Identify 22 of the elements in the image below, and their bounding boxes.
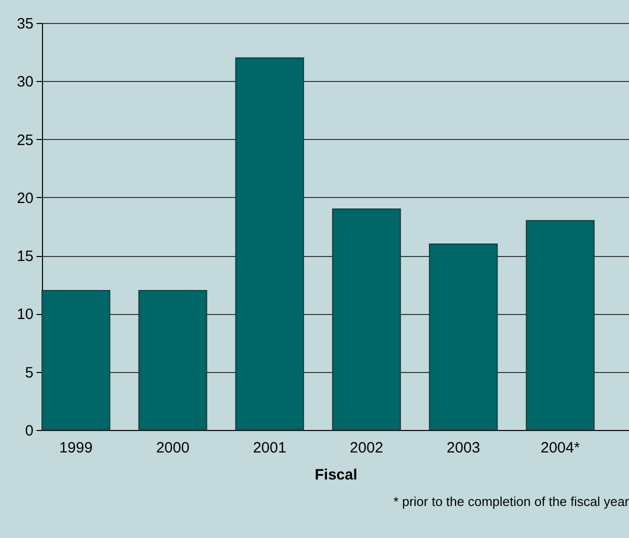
bar [235,57,304,430]
bar [526,220,595,430]
x-tick-label: 2003 [446,440,480,456]
x-tick-label: 1999 [59,440,93,456]
x-tick-label: 2004* [540,440,580,456]
y-tick-label: 30 [16,74,34,91]
bar [428,243,498,430]
y-tick-label: 10 [16,306,34,324]
x-axis-title: Fiscal [314,466,358,484]
text: * prior to the completion of the fiscal year [393,494,629,509]
y-tick-label: 5 [25,364,34,382]
bar [42,290,110,430]
x-tick-label: 2000 [156,440,190,456]
bar [332,208,401,430]
y-tick-label: 15 [16,248,34,266]
y-tick-label: 20 [16,190,34,207]
x-tick-label: 2001 [252,440,286,456]
y-tick-label: 0 [25,422,34,440]
x-tick-label: 2002 [350,440,384,456]
bar [138,290,208,430]
y-tick-label: 35 [16,16,34,32]
y-tick-label: 25 [16,132,34,149]
